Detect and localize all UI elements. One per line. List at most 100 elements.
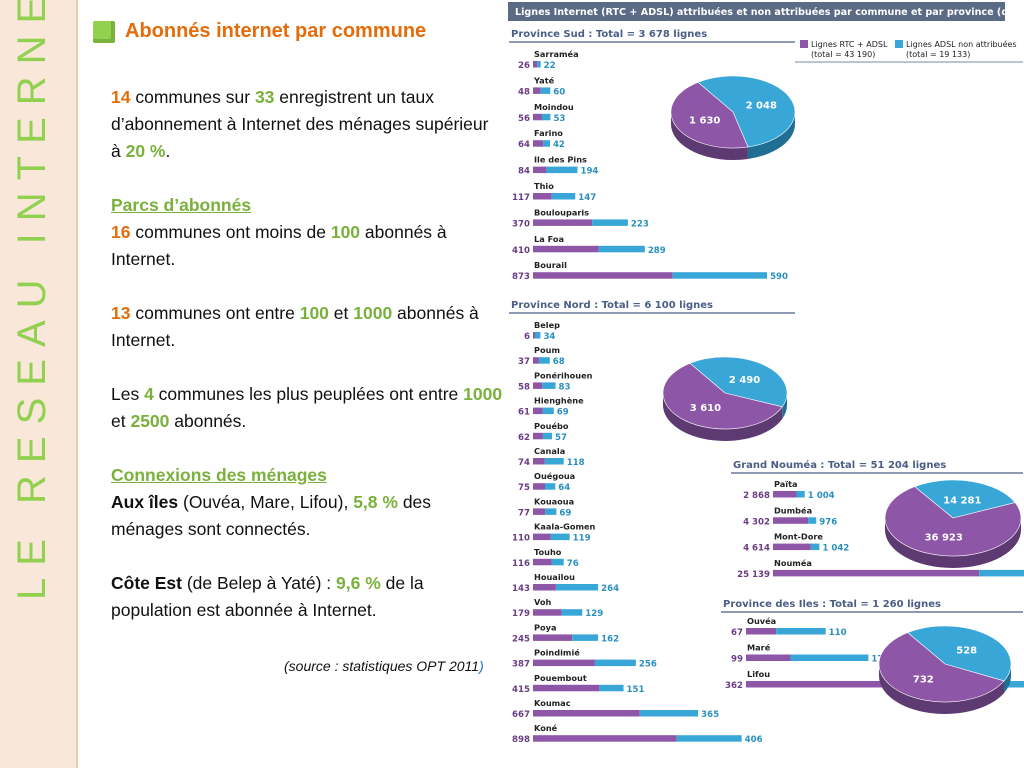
text-run: communes sur: [130, 87, 255, 107]
value-label-adsl: 976: [819, 517, 837, 527]
value-label-rtc: 25 139: [737, 570, 770, 580]
commune-name: Sarraméa: [534, 49, 579, 59]
text-run: de la population est abonnée à Internet.: [111, 573, 424, 620]
commune-name: Kaala-Gomen: [534, 522, 596, 532]
value-label-adsl: 256: [639, 660, 657, 670]
bar-adsl: [550, 533, 570, 541]
value-label-rtc: 37: [518, 357, 530, 367]
pie-label-adsl-2: 14 281: [943, 496, 981, 507]
pie-slice-adsl-3: [907, 625, 1012, 682]
legend-label-adsl: Lignes ADSL non attribuées: [906, 39, 1017, 49]
pie-side-adsl-1: [782, 393, 787, 419]
text-run: enregistrent un taux d’abonnement à Inte…: [111, 87, 489, 161]
value-label-adsl: 590: [770, 272, 788, 282]
value-label-adsl: 68: [553, 357, 565, 367]
bar-adsl: [672, 272, 768, 279]
infographic-svg: Lignes Internet (RTC + ADSL) attribuées …: [508, 2, 1024, 745]
commune-name: Boulouparis: [534, 207, 589, 217]
commune-name: Pouébo: [534, 421, 569, 431]
value-label-adsl: 83: [559, 382, 571, 392]
text-run: abonnés à Internet.: [111, 222, 447, 269]
bar-adsl: [546, 166, 578, 174]
bar-rtc: [533, 382, 543, 389]
value-label-adsl: 365: [701, 710, 719, 720]
paragraph-taux: 14 communes sur 33 enregistrent un taux …: [111, 84, 503, 165]
bold-term: Côte Est: [111, 573, 182, 593]
bar-adsl: [543, 140, 550, 147]
stat-number: 9,6 %: [336, 573, 381, 593]
value-label-adsl: 57: [555, 433, 567, 443]
infographic: Lignes Internet (RTC + ADSL) attribuées …: [505, 0, 1024, 768]
value-label-rtc: 410: [512, 246, 530, 256]
value-label-adsl: 34: [543, 332, 555, 342]
value-label-adsl: 223: [631, 219, 649, 229]
stat-number: 5,8 %: [353, 492, 398, 512]
value-label-rtc: 2 868: [743, 491, 770, 501]
value-label-rtc: 6: [524, 332, 530, 342]
bar-adsl: [544, 458, 564, 465]
value-label-adsl: 129: [585, 609, 603, 619]
bar-adsl: [599, 684, 624, 692]
value-label-rtc: 4 614: [743, 544, 770, 554]
text-run: abonnés.: [169, 411, 247, 431]
value-label-rtc: 362: [725, 681, 743, 691]
value-label-adsl: 69: [557, 408, 569, 418]
value-label-rtc: 117: [512, 193, 530, 203]
bar-adsl: [545, 508, 557, 515]
pie-label-adsl-1: 2 490: [729, 375, 760, 386]
bar-adsl: [537, 61, 541, 68]
commune-name: Maré: [747, 643, 771, 653]
bar-adsl: [542, 432, 553, 440]
group-title-3: Province des Iles : Total = 1 260 lignes: [723, 599, 941, 610]
value-label-adsl: 64: [558, 483, 570, 493]
text-run: (de Belep à Yaté) :: [181, 573, 337, 593]
value-label-rtc: 179: [512, 609, 530, 619]
bar-rtc: [533, 193, 552, 200]
bar-adsl: [796, 491, 805, 498]
value-label-rtc: 62: [518, 433, 530, 443]
text-run: et: [111, 411, 131, 431]
bar-rtc: [533, 558, 552, 566]
value-label-rtc: 99: [731, 655, 743, 665]
bar-adsl: [810, 543, 820, 551]
bar-rtc: [773, 569, 980, 577]
commune-name: Poum: [534, 345, 560, 355]
text-run: abonnés à Internet.: [111, 303, 479, 350]
bar-adsl: [598, 245, 645, 253]
value-label-rtc: 110: [512, 534, 530, 544]
value-label-rtc: 75: [518, 483, 530, 493]
value-label-rtc: 77: [518, 508, 530, 518]
bar-adsl: [545, 483, 556, 490]
side-band: LE RESEAU INTERNET: [0, 0, 78, 768]
value-label-rtc: 56: [518, 114, 530, 124]
bar-rtc: [773, 517, 809, 524]
bar-adsl: [551, 193, 576, 200]
source-text: (source : statistiques OPT 2011: [284, 658, 480, 674]
bar-rtc: [746, 654, 791, 661]
value-label-adsl: 118: [567, 458, 585, 468]
text-run: .: [165, 141, 171, 161]
pie-slice-adsl-1: [689, 356, 788, 408]
stat-number: 20 %: [125, 141, 166, 161]
source-note: (source : statistiques OPT 2011): [284, 658, 484, 674]
bar-adsl: [979, 569, 1024, 577]
bar-rtc: [533, 272, 673, 279]
legend-swatch-adsl: [895, 40, 903, 48]
paragraph-iles: Connexions des ménages Aux îles (Ouvéa, …: [111, 462, 503, 543]
commune-name: Yaté: [533, 75, 555, 85]
value-label-rtc: 245: [512, 634, 530, 644]
paragraph-cote-est: Côte Est (de Belep à Yaté) : 9,6 % de la…: [111, 570, 503, 624]
commune-name: Ouégoua: [534, 471, 575, 481]
value-label-adsl: 162: [601, 634, 619, 644]
legend-detail-rtc: (total = 43 190): [811, 50, 875, 59]
bar-adsl: [676, 735, 742, 742]
value-label-rtc: 61: [518, 408, 530, 418]
bar-adsl: [555, 584, 599, 591]
text-run: et: [328, 303, 354, 323]
pie-side-rtc-3: [879, 664, 1005, 714]
value-label-adsl: 151: [627, 685, 645, 695]
bar-adsl: [535, 332, 541, 339]
commune-name: Ile des Pins: [534, 155, 587, 165]
paragraph-peuplees: Les 4 communes les plus peuplées ont ent…: [111, 381, 503, 435]
bar-rtc: [533, 684, 600, 692]
